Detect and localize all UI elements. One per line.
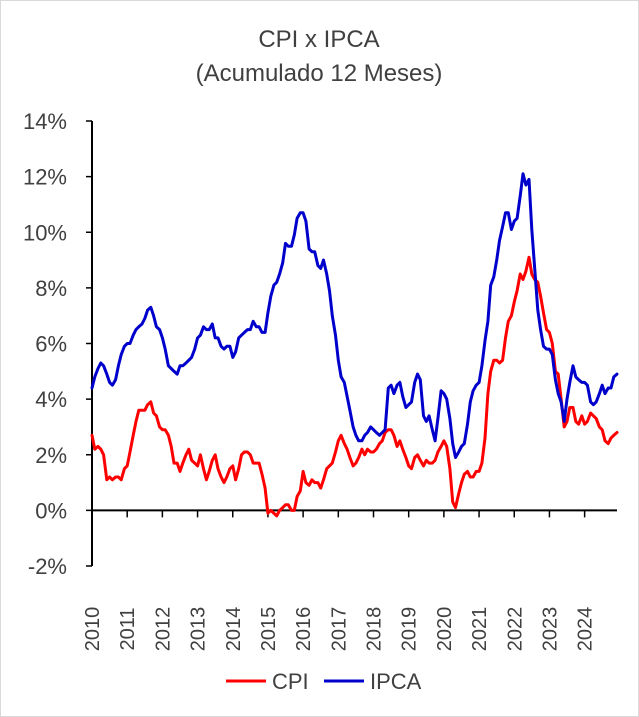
y-tick-label: 12% [23, 165, 67, 190]
legend: CPI IPCA [226, 669, 422, 694]
x-tick-label: 2017 [328, 607, 350, 652]
x-tick-label: 2010 [82, 607, 104, 652]
y-tick-label: -2% [28, 554, 67, 579]
x-tick-label: 2023 [539, 607, 561, 652]
y-tick-label: 0% [35, 498, 67, 523]
y-tick-label: 10% [23, 220, 67, 245]
x-tick-label: 2014 [223, 607, 245, 652]
chart-title: CPI x IPCA [258, 26, 379, 53]
x-tick-label: 2015 [258, 607, 280, 652]
x-axis-ticks: 2010 2011 2012 2013 2014 2015 2016 2017 2018 2019… [82, 510, 597, 651]
y-axis-ticks: -2% 0% 2% 4% 6% 8% 10% 12% 14% [23, 109, 92, 579]
legend-label: CPI [272, 669, 309, 694]
y-tick-label: 6% [35, 332, 67, 357]
x-tick-label: 2018 [364, 607, 386, 652]
y-tick-label: 2% [35, 443, 67, 468]
x-tick-label: 2020 [434, 607, 456, 652]
chart-subtitle: (Acumulado 12 Meses) [196, 60, 443, 87]
legend-label: IPCA [370, 669, 422, 694]
x-tick-label: 2022 [504, 607, 526, 652]
x-tick-label: 2013 [188, 607, 210, 652]
x-tick-label: 2012 [152, 607, 174, 652]
series-layer [90, 172, 619, 518]
series-line-cpi [90, 255, 619, 518]
y-tick-label: 14% [23, 109, 67, 134]
x-tick-label: 2021 [469, 607, 491, 652]
x-tick-label: 2016 [293, 607, 315, 652]
y-tick-label: 4% [35, 387, 67, 412]
x-tick-label: 2011 [117, 607, 139, 650]
x-tick-label: 2024 [575, 607, 597, 652]
series-line-ipca [90, 172, 619, 459]
y-tick-label: 8% [35, 276, 67, 301]
x-tick-label: 2019 [399, 607, 421, 652]
